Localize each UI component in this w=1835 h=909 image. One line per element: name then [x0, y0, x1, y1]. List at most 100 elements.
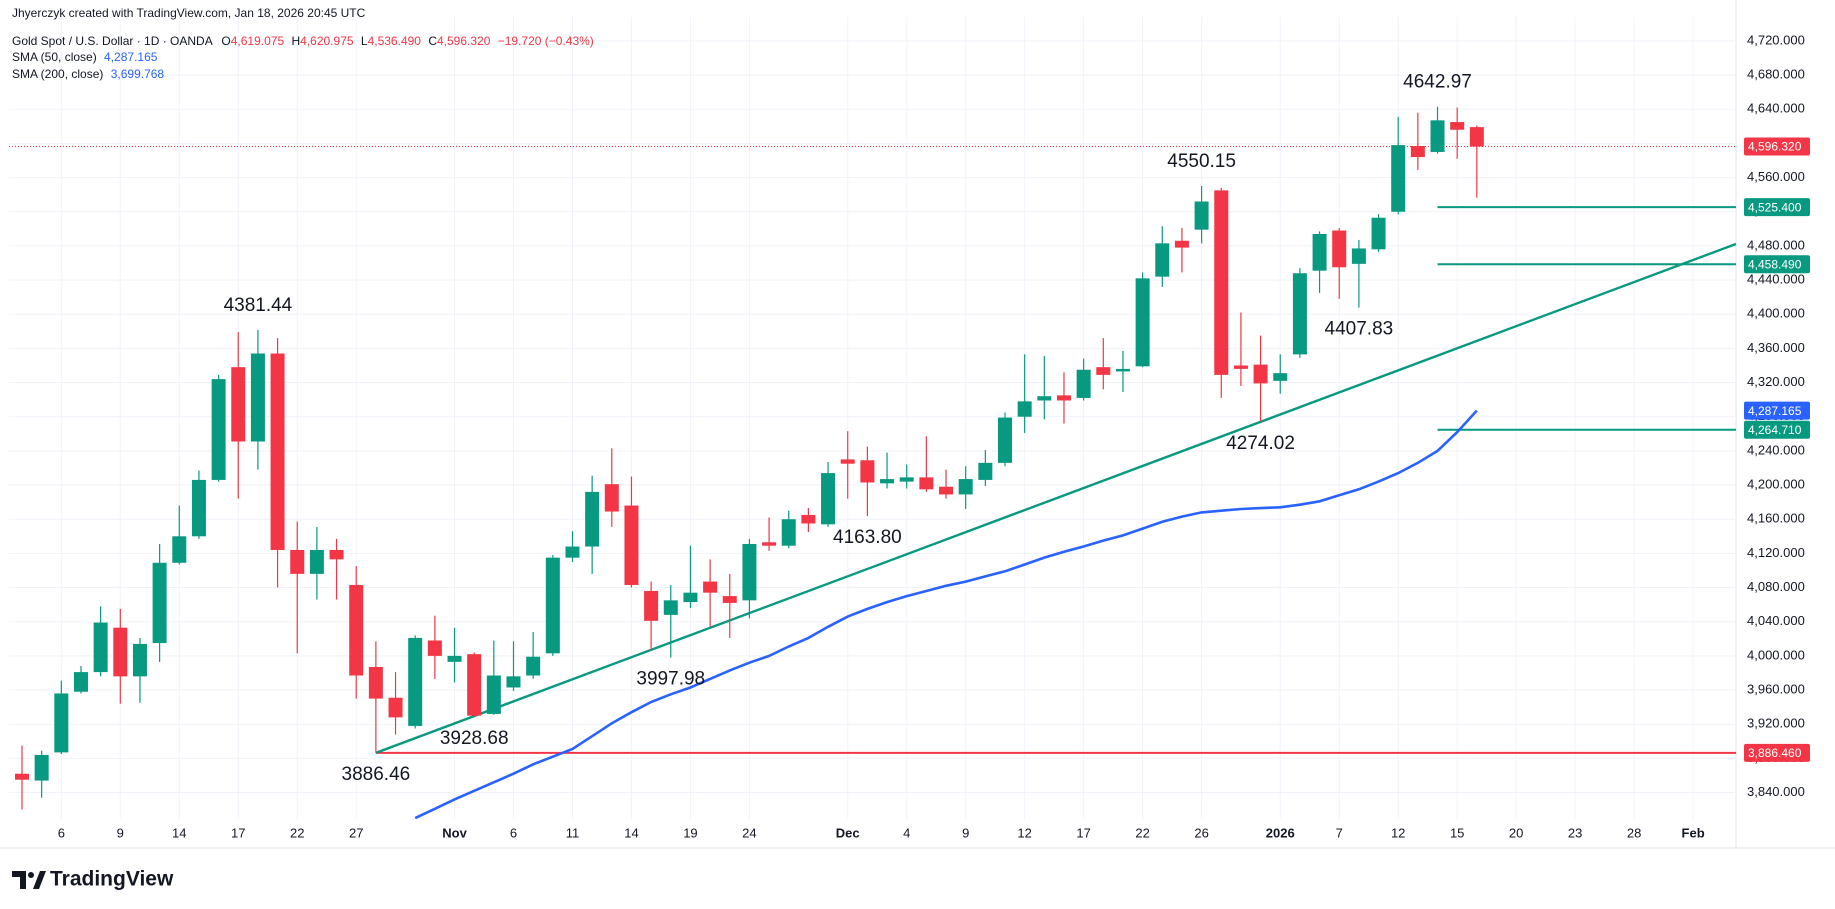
price-tag-label: 3,886.460: [1748, 746, 1802, 760]
sma-name: SMA (50, close): [12, 50, 97, 64]
candle-body: [93, 622, 108, 673]
sma-line: [414, 409, 1478, 820]
candle-body: [486, 675, 501, 714]
ohlc-value: 4,619.075: [231, 34, 285, 48]
y-tick-label: 4,440.000: [1747, 272, 1805, 287]
x-tick-label: 22: [1135, 825, 1149, 840]
x-tick-label: 9: [117, 825, 124, 840]
candle-body: [604, 484, 619, 512]
candle-body: [1115, 368, 1130, 372]
candle-body: [1174, 240, 1189, 248]
y-tick-label: 3,840.000: [1747, 784, 1805, 799]
y-tick-label: 3,920.000: [1747, 716, 1805, 731]
x-tick-label: 28: [1627, 825, 1641, 840]
candle-body: [939, 486, 954, 495]
x-tick-label: 9: [962, 825, 969, 840]
ohlc-key: C: [428, 34, 437, 48]
x-tick-label: 17: [1076, 825, 1090, 840]
candle-body: [1371, 217, 1386, 250]
candle-body: [1469, 127, 1484, 147]
ohlc-key: H: [291, 34, 300, 48]
candle-body: [349, 584, 364, 676]
candle-body: [1332, 230, 1347, 268]
candle-body: [526, 656, 541, 676]
candle-body: [1410, 145, 1425, 158]
y-tick-label: 4,120.000: [1747, 545, 1805, 560]
y-tick-label: 4,160.000: [1747, 511, 1805, 526]
price-tag-label: 4,287.165: [1748, 404, 1802, 418]
candle-body: [1076, 369, 1091, 398]
y-tick-label: 4,360.000: [1747, 340, 1805, 355]
y-tick-label: 4,560.000: [1747, 169, 1805, 184]
ohlc-value: 4,536.490: [368, 34, 422, 48]
candle-body: [821, 473, 836, 525]
logo-mark: [12, 871, 26, 889]
candle-body: [545, 557, 560, 654]
candle-body: [624, 505, 639, 585]
candle-body: [919, 477, 934, 490]
x-tick-label: 2026: [1266, 825, 1295, 840]
candle-body: [585, 491, 600, 547]
candle-body: [1273, 373, 1288, 381]
candle-body: [840, 459, 855, 464]
x-tick-label: 14: [624, 825, 638, 840]
logo-mark: [28, 872, 34, 878]
candle-body: [1037, 396, 1052, 401]
price-tag-label: 4,525.400: [1748, 200, 1802, 214]
y-tick-label: 4,640.000: [1747, 101, 1805, 116]
price-tag-label: 4,264.710: [1748, 423, 1802, 437]
candle-body: [644, 590, 659, 621]
legend-sma200: SMA (200, close) 3,699.768: [12, 67, 164, 81]
price-tag: [1744, 255, 1810, 274]
price-tag-label: 4,458.490: [1748, 257, 1802, 271]
candle-body: [860, 460, 875, 483]
x-tick-label: 23: [1568, 825, 1582, 840]
candle-body: [781, 519, 796, 546]
candle-body: [1430, 120, 1445, 152]
annotation: 4550.15: [1167, 151, 1236, 172]
candle-body: [565, 546, 580, 558]
candle-body: [191, 479, 206, 537]
annotation: 3997.98: [636, 669, 705, 690]
candle-body: [388, 697, 403, 718]
candle-body: [1017, 401, 1032, 417]
candle-body: [113, 627, 128, 677]
candle-body: [998, 417, 1012, 463]
candle-body: [801, 514, 816, 524]
candle-body: [290, 549, 305, 574]
annotation: 4274.02: [1226, 433, 1295, 454]
y-tick-label: 4,040.000: [1747, 613, 1805, 628]
price-tag: [1744, 137, 1810, 156]
ohlc-value: 4,620.975: [300, 34, 354, 48]
candle-body: [722, 596, 737, 603]
candle-body: [1351, 248, 1366, 264]
candle-body: [1292, 273, 1307, 355]
logo-mark: [33, 871, 46, 889]
y-tick-label: 4,400.000: [1747, 306, 1805, 321]
candle-body: [329, 549, 344, 560]
candle-body: [368, 666, 383, 699]
candle-body: [1312, 233, 1327, 271]
y-tick-label: 4,680.000: [1747, 67, 1805, 82]
x-tick-label: 20: [1509, 825, 1523, 840]
candle-body: [152, 562, 167, 644]
x-tick-label: 19: [683, 825, 697, 840]
candle-body: [447, 655, 462, 662]
candle-body: [1056, 395, 1071, 401]
x-tick-label: Nov: [442, 825, 467, 840]
sma-value: 3,699.768: [111, 67, 165, 81]
price-tag-label: 4,596.320: [1748, 140, 1802, 154]
candle-body: [1253, 364, 1268, 384]
candle-body: [1233, 365, 1248, 369]
y-tick-label: 4,000.000: [1747, 647, 1805, 662]
legend-main: Gold Spot / U.S. Dollar · 1D · OANDA O4,…: [12, 34, 594, 48]
candle-body: [703, 581, 718, 593]
candle-body: [1450, 122, 1465, 130]
x-tick-label: 6: [58, 825, 65, 840]
x-tick-label: 12: [1017, 825, 1031, 840]
annotation: 4407.83: [1325, 319, 1394, 340]
y-tick-label: 4,720.000: [1747, 32, 1805, 47]
x-tick-label: 11: [566, 825, 580, 840]
y-tick-label: 4,240.000: [1747, 442, 1805, 457]
